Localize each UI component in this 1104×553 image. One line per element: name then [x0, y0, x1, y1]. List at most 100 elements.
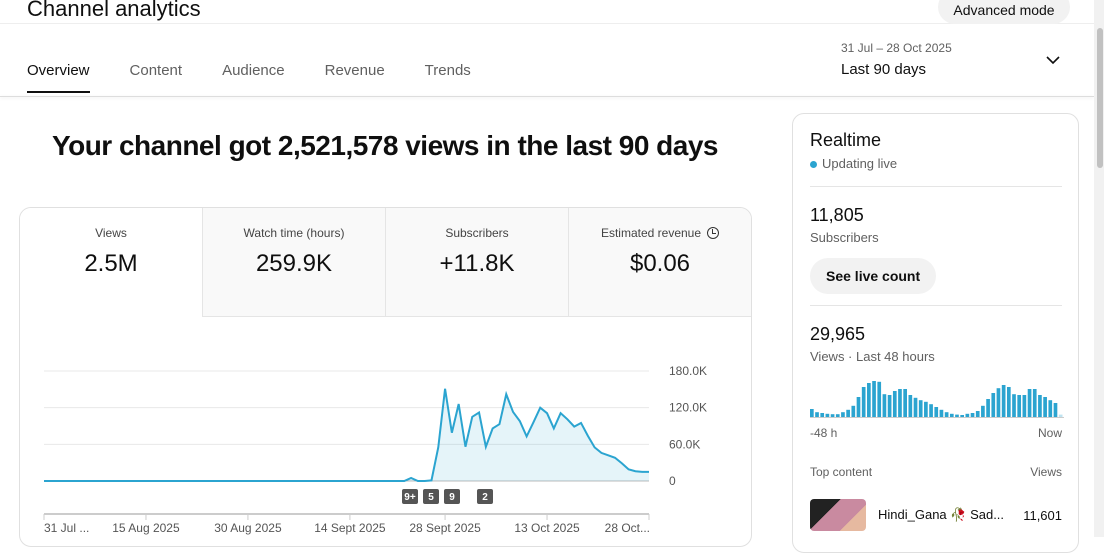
tabs: Overview Content Audience Revenue Trends — [27, 62, 471, 93]
realtime-bar — [1032, 389, 1037, 417]
realtime-card: Realtime Updating live 11,805 Subscriber… — [792, 113, 1079, 553]
realtime-bar — [815, 412, 819, 417]
realtime-bar — [825, 413, 830, 417]
tab-revenue[interactable]: Revenue — [324, 62, 385, 79]
live-dot-icon — [810, 161, 817, 168]
realtime-bar — [835, 414, 840, 417]
metric-value: +11.8K — [439, 250, 515, 277]
metric-label: Subscribers — [445, 226, 509, 240]
page-title: Channel analytics — [27, 0, 201, 21]
metric-watch-time[interactable]: Watch time (hours) 259.9K — [202, 208, 385, 317]
realtime-bar — [1048, 400, 1053, 417]
x-tick-label: 15 Aug 2025 — [112, 521, 180, 535]
realtime-bar — [851, 405, 856, 417]
realtime-bar — [898, 389, 902, 417]
metric-revenue[interactable]: Estimated revenue $0.06 — [568, 208, 751, 317]
metric-value: $0.06 — [629, 250, 691, 277]
x-tick-label: 28 Sept 2025 — [409, 521, 481, 535]
realtime-bar — [975, 411, 980, 417]
realtime-status: Updating live — [822, 156, 898, 171]
realtime-bar — [1017, 395, 1022, 417]
scrollbar[interactable] — [1094, 0, 1104, 537]
scrollbar-thumb[interactable] — [1097, 28, 1103, 168]
headline: Your channel got 2,521,578 views in the … — [52, 130, 719, 161]
realtime-bar — [1027, 389, 1032, 417]
realtime-bar — [934, 407, 939, 417]
metric-value: 259.9K — [255, 250, 333, 277]
realtime-bar-chart — [810, 381, 1064, 418]
realtime-bar — [1053, 403, 1058, 417]
video-title: Hindi_Gana 🥀 Sad... — [878, 507, 1005, 522]
advanced-mode-button[interactable]: Advanced mode — [938, 0, 1070, 24]
realtime-bar — [908, 395, 913, 417]
views-label: Views · Last 48 hours — [810, 349, 935, 364]
realtime-bar — [996, 388, 1001, 417]
realtime-bar — [867, 383, 871, 417]
marker-label: 9 — [449, 492, 455, 503]
video-thumbnail — [810, 499, 866, 531]
x-tick-label: 31 Jul ... — [44, 521, 89, 535]
realtime-bar — [981, 405, 985, 417]
area-fill — [44, 388, 649, 481]
realtime-bar — [1043, 397, 1047, 417]
metrics-card: Views 2.5M Watch time (hours) 259.9K Subsc… — [19, 207, 752, 547]
marker-badge — [423, 489, 439, 504]
date-range-dates: 31 Jul – 28 Oct 2025 — [841, 41, 952, 55]
see-live-count-button[interactable]: See live count — [810, 258, 937, 294]
metric-views[interactable]: Views 2.5M — [20, 208, 202, 317]
metric-label: Views — [95, 226, 127, 240]
tab-trends[interactable]: Trends — [424, 62, 471, 79]
realtime-bar — [892, 391, 897, 417]
realtime-bar — [970, 413, 975, 417]
tab-content[interactable]: Content — [129, 62, 183, 79]
marker-label: 5 — [428, 492, 434, 503]
divider — [810, 305, 1062, 306]
metric-label: Watch time (hours) — [243, 226, 345, 240]
y-tick-label: 0 — [669, 474, 676, 488]
metric-subscribers[interactable]: Subscribers +11.8K — [385, 208, 568, 317]
realtime-bar — [1001, 385, 1006, 417]
tab-audience[interactable]: Audience — [222, 62, 285, 79]
realtime-bar — [965, 413, 970, 417]
realtime-bar — [841, 412, 845, 417]
views-column-label: Views — [1030, 465, 1062, 479]
y-tick-label: 120.0K — [669, 401, 707, 415]
realtime-bar — [830, 414, 835, 417]
realtime-bar — [903, 389, 907, 417]
top-content-item[interactable]: Hindi_Gana 🥀 Sad... 11,601 — [810, 499, 1062, 531]
realtime-bar — [1012, 394, 1016, 417]
realtime-bar — [939, 409, 944, 417]
date-range-label: Last 90 days — [841, 61, 927, 78]
clock-icon — [707, 227, 720, 239]
y-tick-label: 180.0K — [669, 364, 707, 378]
tab-overview[interactable]: Overview — [27, 62, 90, 93]
marker-label: 2 — [482, 492, 488, 503]
realtime-bar — [918, 400, 923, 417]
realtime-bar — [955, 414, 959, 417]
realtime-bar — [1038, 395, 1042, 417]
realtime-bar — [913, 397, 918, 417]
divider — [0, 96, 1094, 97]
x-tick-label: 13 Oct 2025 — [514, 521, 580, 535]
x-tick-label: 28 Oct... — [605, 521, 650, 535]
chevron-down-icon[interactable] — [1045, 52, 1061, 68]
realtime-bar — [877, 381, 882, 417]
date-range-selector[interactable]: 31 Jul – 28 Oct 2025 Last 90 days — [841, 41, 952, 78]
realtime-bar — [991, 393, 996, 417]
realtime-bar — [986, 399, 990, 417]
subscriber-count: 11,805 — [810, 205, 864, 225]
realtime-bar — [887, 395, 892, 417]
realtime-bar — [960, 415, 965, 417]
realtime-title: Realtime — [810, 130, 882, 150]
realtime-bar — [820, 413, 825, 417]
subscribers-label: Subscribers — [810, 230, 879, 245]
realtime-bar — [882, 394, 887, 417]
realtime-bar — [846, 409, 850, 417]
axis-end: Now — [1037, 426, 1062, 440]
views-chart: 0 60.0K 120.0K 180.0K 9+ 5 9 2 31 Jul ... 15 Aug … — [43, 364, 707, 535]
realtime-bar — [949, 413, 954, 417]
views-line — [44, 388, 649, 482]
realtime-bar — [856, 397, 861, 417]
metric-label: Estimated revenue — [600, 226, 702, 240]
y-tick-label: 60.0K — [669, 437, 700, 451]
